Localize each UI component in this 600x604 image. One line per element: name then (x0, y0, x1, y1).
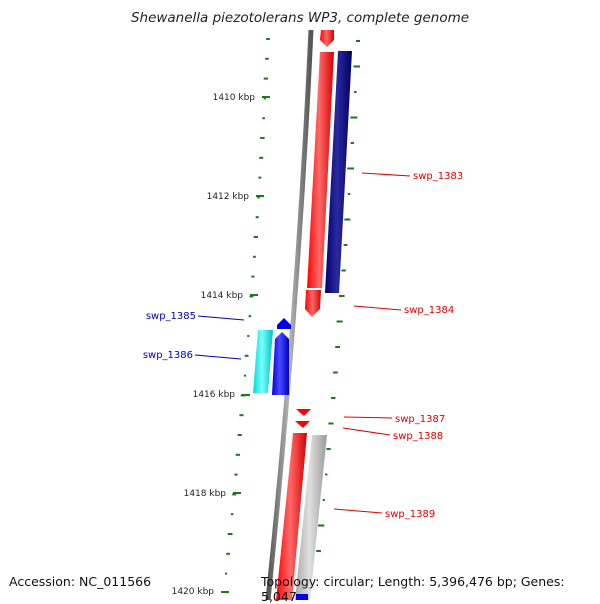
gc-mark (251, 275, 255, 278)
label-leader (361, 172, 411, 177)
gc-mark (227, 533, 233, 535)
gene-label-swp_1384[interactable]: swp_1384 (404, 305, 454, 316)
gc-mark (326, 448, 331, 450)
gc-mark (333, 371, 338, 374)
gc-mark (328, 422, 334, 425)
tick-label: 1416 kbp (193, 390, 236, 400)
gene-label-swp_1388[interactable]: swp_1388 (393, 431, 443, 442)
gc-mark (336, 320, 343, 323)
gc-mark (344, 218, 351, 221)
gc-mark (230, 513, 234, 516)
cds-block-bottom[interactable] (296, 594, 308, 600)
tick-label: 1410 kbp (213, 93, 256, 103)
gc-mark (260, 137, 265, 139)
gene-arrow-swp_1388[interactable] (295, 421, 310, 428)
gc-mark (235, 453, 240, 456)
label-leader (333, 508, 383, 514)
label-leader (353, 305, 402, 311)
gene-label-swp_1383[interactable]: swp_1383 (413, 171, 463, 182)
tick-label: 1412 kbp (207, 192, 250, 202)
gc-mark (331, 397, 336, 399)
gc-mark (248, 315, 252, 318)
cds-block-swp_1383[interactable] (325, 51, 352, 293)
gc-mark (258, 176, 262, 179)
label-leader (343, 416, 393, 419)
gene-arrow-swp_1384[interactable] (305, 290, 321, 317)
genome-backbone (265, 29, 314, 600)
gc-mark (253, 255, 256, 258)
gc-mark (356, 40, 360, 42)
gc-mark (244, 354, 249, 357)
gc-mark (234, 473, 238, 476)
gc-mark (225, 572, 228, 575)
gc-content-track (225, 38, 360, 575)
cds-track (295, 51, 352, 600)
gc-mark (262, 117, 265, 120)
reverse-strand-track (253, 318, 291, 395)
gc-mark (322, 499, 325, 501)
cds-block-swp_1389[interactable] (295, 435, 327, 600)
gc-mark (350, 116, 358, 119)
cds-block-swp_1386[interactable] (253, 330, 273, 393)
gene-label-swp_1389[interactable]: swp_1389 (385, 509, 435, 520)
gc-mark (318, 524, 325, 527)
gc-mark (226, 552, 230, 555)
label-leader (197, 315, 245, 321)
gene-arrow[interactable] (320, 30, 334, 47)
position-ruler: 1410 kbp 1412 kbp 1414 kbp 1416 kbp 1418… (172, 93, 270, 597)
gc-mark (263, 97, 266, 100)
gc-mark (335, 346, 340, 348)
gc-mark (350, 142, 354, 144)
gc-mark (253, 236, 258, 238)
gc-mark (243, 374, 246, 377)
gene-label-swp_1385[interactable]: swp_1385 (146, 311, 196, 322)
gc-mark (249, 295, 254, 298)
gc-mark (263, 77, 268, 80)
gene-labels: swp_1383 swp_1384 swp_1385 swp_1386 swp_… (143, 171, 463, 520)
gene-arrow-swp_1385[interactable] (277, 318, 291, 329)
gc-mark (353, 91, 357, 93)
genome-title: Shewanella piezotolerans WP3, complete g… (130, 10, 470, 26)
tick-label: 1414 kbp (201, 291, 244, 301)
gene-label-swp_1386[interactable]: swp_1386 (143, 350, 193, 361)
gc-mark (257, 196, 260, 199)
gc-mark (325, 473, 328, 476)
gc-mark (339, 295, 345, 297)
gc-mark (343, 244, 348, 246)
gc-mark (266, 38, 270, 40)
gc-mark (265, 57, 269, 60)
gc-mark (353, 65, 360, 68)
gc-mark (341, 269, 346, 272)
gene-block-swp_1383[interactable] (307, 52, 334, 288)
tick-label: 1420 kbp (172, 587, 215, 597)
gc-mark (347, 193, 351, 195)
label-leader (194, 354, 242, 360)
gene-block-swp_1389[interactable] (276, 433, 307, 600)
gc-mark (239, 414, 244, 417)
gc-mark (347, 167, 355, 170)
accession-text: Accession: NC_011566 (9, 574, 152, 589)
label-leader (342, 427, 391, 436)
gc-mark (237, 434, 242, 436)
gc-mark (255, 216, 259, 219)
tick-label: 1418 kbp (184, 489, 227, 499)
gc-mark (232, 493, 237, 496)
gc-mark (316, 550, 321, 552)
forward-strand-track (276, 30, 334, 600)
gene-arrow-swp_1386[interactable] (272, 332, 289, 395)
gene-arrow-swp_1387[interactable] (296, 409, 311, 416)
gc-mark (247, 335, 250, 337)
gc-mark (259, 156, 264, 159)
gene-label-swp_1387[interactable]: swp_1387 (395, 414, 445, 425)
